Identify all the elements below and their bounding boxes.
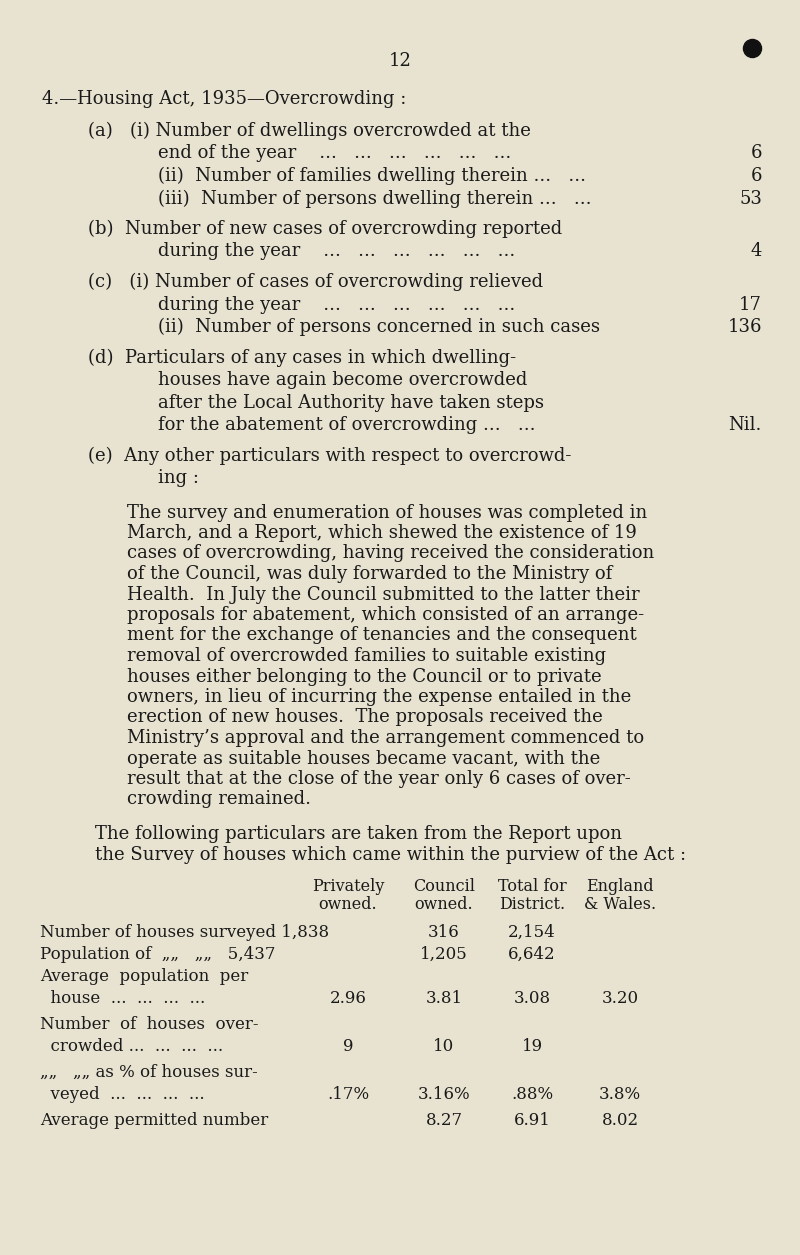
Text: crowded ...  ...  ...  ...: crowded ... ... ... ... [40, 1038, 223, 1055]
Text: The following particulars are taken from the Report upon: The following particulars are taken from… [95, 825, 622, 843]
Text: end of the year    ...   ...   ...   ...   ...   ...: end of the year ... ... ... ... ... ... [158, 144, 511, 162]
Text: (a)   (i) Number of dwellings overcrowded at the: (a) (i) Number of dwellings overcrowded … [88, 122, 531, 141]
Text: owners, in lieu of incurring the expense entailed in the: owners, in lieu of incurring the expense… [127, 688, 631, 707]
Text: Number  of  houses  over-: Number of houses over- [40, 1017, 258, 1033]
Text: during the year    ...   ...   ...   ...   ...   ...: during the year ... ... ... ... ... ... [158, 242, 515, 261]
Text: 12: 12 [389, 51, 411, 70]
Text: 53: 53 [739, 190, 762, 207]
Text: (d)  Particulars of any cases in which dwelling-: (d) Particulars of any cases in which dw… [88, 349, 516, 366]
Text: removal of overcrowded families to suitable existing: removal of overcrowded families to suita… [127, 648, 606, 665]
Text: Nil.: Nil. [729, 415, 762, 434]
Text: (iii)  Number of persons dwelling therein ...   ...: (iii) Number of persons dwelling therein… [158, 190, 591, 208]
Text: 3.20: 3.20 [602, 990, 638, 1007]
Text: result that at the close of the year only 6 cases of over-: result that at the close of the year onl… [127, 771, 630, 788]
Text: Average  population  per: Average population per [40, 968, 248, 985]
Text: .88%: .88% [511, 1086, 553, 1103]
Text: Number of houses surveyed 1,838: Number of houses surveyed 1,838 [40, 924, 329, 941]
Text: .17%: .17% [327, 1086, 369, 1103]
Text: 10: 10 [434, 1038, 454, 1055]
Text: (c)   (i) Number of cases of overcrowding relieved: (c) (i) Number of cases of overcrowding … [88, 274, 543, 291]
Text: of the Council, was duly forwarded to the Ministry of: of the Council, was duly forwarded to th… [127, 565, 612, 584]
Text: owned.: owned. [414, 896, 474, 912]
Text: 17: 17 [739, 295, 762, 314]
Text: (e)  Any other particulars with respect to overcrowd-: (e) Any other particulars with respect t… [88, 447, 571, 464]
Text: 6.91: 6.91 [514, 1112, 550, 1130]
Text: 136: 136 [727, 318, 762, 336]
Text: crowding remained.: crowding remained. [127, 791, 311, 808]
Text: 6: 6 [750, 167, 762, 184]
Text: District.: District. [499, 896, 565, 912]
Text: the Survey of houses which came within the purview of the Act :: the Survey of houses which came within t… [95, 846, 686, 863]
Text: 2,154: 2,154 [508, 924, 556, 941]
Text: 4: 4 [750, 242, 762, 261]
Text: 19: 19 [522, 1038, 542, 1055]
Text: ment for the exchange of tenancies and the consequent: ment for the exchange of tenancies and t… [127, 626, 637, 645]
Text: after the Local Authority have taken steps: after the Local Authority have taken ste… [158, 394, 544, 412]
Text: 3.8%: 3.8% [599, 1086, 641, 1103]
Text: 1,205: 1,205 [420, 946, 468, 963]
Text: Total for: Total for [498, 878, 566, 895]
Text: Health.  In July the Council submitted to the latter their: Health. In July the Council submitted to… [127, 586, 640, 604]
Text: (ii)  Number of families dwelling therein ...   ...: (ii) Number of families dwelling therein… [158, 167, 586, 186]
Text: March, and a Report, which shewed the existence of 19: March, and a Report, which shewed the ex… [127, 525, 637, 542]
Text: 6,642: 6,642 [508, 946, 556, 963]
Text: veyed  ...  ...  ...  ...: veyed ... ... ... ... [40, 1086, 205, 1103]
Text: 3.08: 3.08 [514, 990, 550, 1007]
Text: Council: Council [413, 878, 475, 895]
Text: during the year    ...   ...   ...   ...   ...   ...: during the year ... ... ... ... ... ... [158, 295, 515, 314]
Text: Population of  „„   „„   5,437: Population of „„ „„ 5,437 [40, 946, 275, 963]
Text: houses have again become overcrowded: houses have again become overcrowded [158, 371, 527, 389]
Text: 8.02: 8.02 [602, 1112, 638, 1130]
Text: 4.—Housing Act, 1935—Overcrowding :: 4.—Housing Act, 1935—Overcrowding : [42, 90, 406, 108]
Text: Ministry’s approval and the arrangement commenced to: Ministry’s approval and the arrangement … [127, 729, 644, 747]
Text: houses either belonging to the Council or to private: houses either belonging to the Council o… [127, 668, 602, 685]
Text: cases of overcrowding, having received the consideration: cases of overcrowding, having received t… [127, 545, 654, 562]
Text: house  ...  ...  ...  ...: house ... ... ... ... [40, 990, 206, 1007]
Text: The survey and enumeration of houses was completed in: The survey and enumeration of houses was… [127, 503, 647, 522]
Text: owned.: owned. [318, 896, 378, 912]
Text: (ii)  Number of persons concerned in such cases: (ii) Number of persons concerned in such… [158, 318, 600, 336]
Text: & Wales.: & Wales. [584, 896, 656, 912]
Text: 2.96: 2.96 [330, 990, 366, 1007]
Text: 3.16%: 3.16% [418, 1086, 470, 1103]
Text: „„   „„ as % of houses sur-: „„ „„ as % of houses sur- [40, 1064, 258, 1081]
Text: 8.27: 8.27 [426, 1112, 462, 1130]
Text: 3.81: 3.81 [426, 990, 462, 1007]
Text: proposals for abatement, which consisted of an arrange-: proposals for abatement, which consisted… [127, 606, 644, 624]
Text: 316: 316 [428, 924, 460, 941]
Text: for the abatement of overcrowding ...   ...: for the abatement of overcrowding ... ..… [158, 415, 535, 434]
Text: Privately: Privately [312, 878, 384, 895]
Text: (b)  Number of new cases of overcrowding reported: (b) Number of new cases of overcrowding … [88, 220, 562, 238]
Text: 6: 6 [750, 144, 762, 162]
Text: 9: 9 [342, 1038, 354, 1055]
Text: England: England [586, 878, 654, 895]
Text: Average permitted number: Average permitted number [40, 1112, 268, 1130]
Text: erection of new houses.  The proposals received the: erection of new houses. The proposals re… [127, 709, 602, 727]
Text: ing :: ing : [158, 469, 199, 487]
Text: operate as suitable houses became vacant, with the: operate as suitable houses became vacant… [127, 749, 600, 768]
